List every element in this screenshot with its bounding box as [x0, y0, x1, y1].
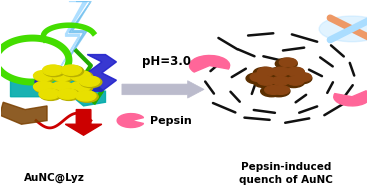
- Wedge shape: [117, 114, 144, 128]
- Circle shape: [75, 91, 96, 101]
- Circle shape: [287, 67, 304, 76]
- Circle shape: [34, 71, 56, 82]
- Circle shape: [53, 71, 74, 82]
- Circle shape: [43, 66, 65, 77]
- Circle shape: [290, 73, 312, 84]
- Circle shape: [71, 82, 93, 93]
- Polygon shape: [0, 102, 47, 124]
- Circle shape: [294, 73, 311, 81]
- Polygon shape: [65, 1, 91, 64]
- Circle shape: [287, 76, 304, 85]
- Circle shape: [33, 70, 54, 81]
- Wedge shape: [334, 91, 368, 106]
- Ellipse shape: [319, 16, 368, 42]
- Circle shape: [39, 89, 60, 99]
- Polygon shape: [58, 1, 87, 71]
- FancyArrow shape: [122, 81, 204, 98]
- Circle shape: [272, 67, 290, 76]
- Circle shape: [283, 67, 305, 78]
- Circle shape: [58, 89, 80, 100]
- Polygon shape: [65, 110, 102, 135]
- Circle shape: [62, 66, 84, 77]
- Circle shape: [246, 73, 268, 84]
- Circle shape: [71, 71, 93, 82]
- Circle shape: [261, 86, 283, 97]
- Circle shape: [265, 86, 282, 94]
- Circle shape: [272, 76, 290, 85]
- Circle shape: [43, 65, 63, 75]
- Circle shape: [52, 70, 72, 81]
- Circle shape: [254, 77, 275, 88]
- Circle shape: [53, 82, 74, 93]
- Circle shape: [257, 67, 275, 76]
- Circle shape: [33, 81, 54, 92]
- Wedge shape: [190, 56, 230, 72]
- Text: AuNC@Lyz: AuNC@Lyz: [24, 172, 85, 183]
- Polygon shape: [11, 80, 106, 106]
- Circle shape: [34, 82, 56, 93]
- Text: Pepsin-induced
quench of AuNC: Pepsin-induced quench of AuNC: [239, 162, 333, 185]
- Circle shape: [57, 89, 78, 99]
- Circle shape: [275, 58, 297, 69]
- Text: Pepsin: Pepsin: [150, 115, 192, 125]
- Circle shape: [79, 76, 100, 86]
- Circle shape: [257, 76, 275, 85]
- Circle shape: [61, 65, 81, 75]
- Text: pH=3.0: pH=3.0: [142, 55, 191, 68]
- Circle shape: [80, 77, 102, 88]
- Circle shape: [268, 77, 290, 88]
- Circle shape: [250, 73, 268, 81]
- Circle shape: [52, 81, 72, 92]
- Circle shape: [70, 81, 91, 92]
- Circle shape: [279, 58, 297, 67]
- Circle shape: [254, 67, 275, 78]
- Circle shape: [40, 89, 62, 100]
- Circle shape: [268, 86, 290, 97]
- Polygon shape: [87, 55, 116, 91]
- Circle shape: [76, 91, 98, 102]
- Circle shape: [268, 67, 290, 78]
- Circle shape: [272, 86, 290, 94]
- Circle shape: [70, 70, 91, 81]
- Circle shape: [283, 77, 305, 88]
